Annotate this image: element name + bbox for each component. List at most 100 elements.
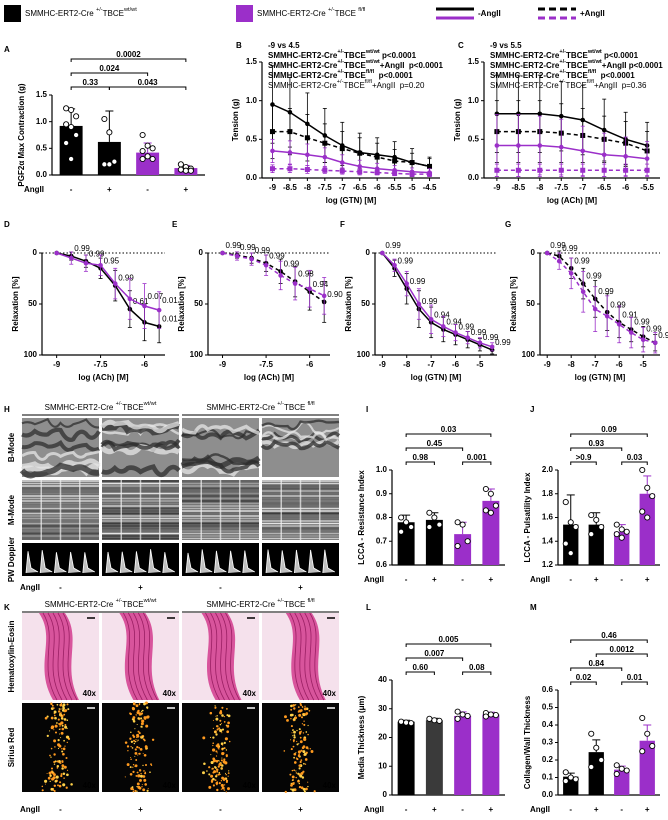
marker [427, 163, 433, 169]
collagen-fiber [56, 767, 59, 769]
x-tick-label: - [620, 575, 623, 584]
y-tick-label: 1.5 [36, 90, 48, 99]
significance-label: 0.01 [627, 673, 643, 682]
collagen-fiber [301, 713, 304, 715]
collagen-fiber [64, 725, 68, 729]
p-value-label: 0.99 [586, 272, 602, 281]
collagen-fiber [63, 777, 65, 779]
significance-label: 0.33 [82, 78, 98, 87]
data-point [73, 131, 80, 139]
significance-label: 0.043 [138, 78, 159, 87]
collagen-fiber [142, 775, 146, 778]
p-value-label: 0.99 [483, 333, 499, 342]
collagen-fiber [143, 770, 145, 772]
collagen-fiber [304, 713, 306, 715]
collagen-fiber [215, 768, 219, 771]
histology-image [182, 703, 259, 792]
collagen-fiber [61, 724, 64, 727]
collagen-fiber [135, 715, 137, 717]
collagen-fiber [215, 750, 218, 753]
panel-letter: C [458, 41, 464, 50]
marker [580, 167, 586, 173]
p-value-label: 0.99 [226, 241, 242, 250]
x-axis-label: AngII [530, 805, 550, 814]
collagen-fiber [61, 727, 65, 731]
collagen-fiber [129, 712, 132, 716]
tissue-texture [100, 438, 181, 452]
collagen-fiber [222, 744, 224, 746]
collagen-fiber [302, 745, 306, 748]
series-line [272, 130, 430, 168]
y-tick-label: 40 [378, 675, 387, 684]
legend-label: +AngII [580, 9, 605, 18]
collagen-fiber [286, 719, 289, 722]
marker [98, 262, 103, 268]
significance-bracket [405, 657, 464, 661]
marker [156, 307, 162, 313]
collagen-fiber [218, 771, 221, 774]
p-value-label: 0.99 [240, 243, 256, 252]
data-point [139, 155, 146, 163]
collagen-fiber [134, 751, 138, 755]
annotation-part: fl/fl [365, 79, 372, 85]
collagen-fiber [303, 737, 307, 742]
x-axis-label: log (GTN) [M] [575, 373, 626, 382]
collagen-fiber [300, 759, 303, 762]
y-tick-label: 0.0 [36, 170, 48, 179]
collagen-fiber [216, 774, 218, 776]
marker [465, 335, 471, 340]
collagen-fiber [138, 786, 142, 790]
x-tick-label: -5.5 [388, 183, 402, 192]
collagen-fiber [223, 747, 226, 750]
marker [558, 167, 564, 173]
doppler-spike [82, 552, 95, 574]
collagen-fiber [293, 730, 296, 734]
collagen-fiber [215, 755, 218, 757]
collagen-fiber [206, 770, 208, 772]
y-tick-label: 1.6 [542, 513, 554, 522]
doppler-spike [322, 549, 335, 574]
x-tick-label: -7.5 [94, 360, 108, 369]
p-value-label: 0.99 [118, 274, 134, 283]
p-value-label: 0.99 [410, 277, 426, 286]
collagen-fiber [62, 772, 66, 776]
p-value-label: 0.99 [269, 251, 285, 260]
collagen-fiber [136, 723, 138, 726]
collagen-fiber [66, 703, 69, 706]
marker [142, 303, 147, 309]
annotation-part: p<0.0001 [596, 71, 635, 80]
collagen-fiber [60, 731, 64, 735]
collagen-fiber [141, 719, 145, 723]
collagen-fiber [301, 723, 304, 725]
significance-bracket [108, 86, 187, 90]
marker [516, 143, 521, 148]
collagen-fiber [216, 715, 218, 717]
collagen-fiber [144, 763, 148, 767]
p-value-label: 0.99 [634, 318, 650, 327]
collagen-fiber [300, 786, 304, 790]
collagen-fiber [304, 763, 307, 765]
collagen-fiber [132, 720, 136, 723]
annotation-part: +/- [559, 79, 566, 85]
y-tick-label: 1.0 [36, 117, 48, 126]
collagen-fiber [296, 743, 299, 746]
x-tick-label: -7 [592, 360, 600, 369]
collagen-fiber [135, 739, 137, 741]
x-tick-label: -9 [53, 360, 61, 369]
collagen-fiber [53, 753, 56, 756]
collagen-fiber [58, 744, 62, 748]
collagen-fiber [212, 757, 215, 760]
elastic-lamina [225, 612, 240, 701]
collagen-fiber [225, 780, 228, 784]
data-point [492, 712, 499, 719]
annotation-part: +/- [559, 69, 566, 75]
panel-letter: H [4, 405, 10, 414]
data-point [562, 499, 569, 506]
collagen-fiber [124, 776, 126, 778]
marker [234, 253, 240, 259]
collagen-fiber [299, 740, 303, 744]
annotation-part: +/- [337, 79, 344, 85]
collagen-fiber [59, 725, 61, 727]
collagen-fiber [143, 778, 147, 782]
